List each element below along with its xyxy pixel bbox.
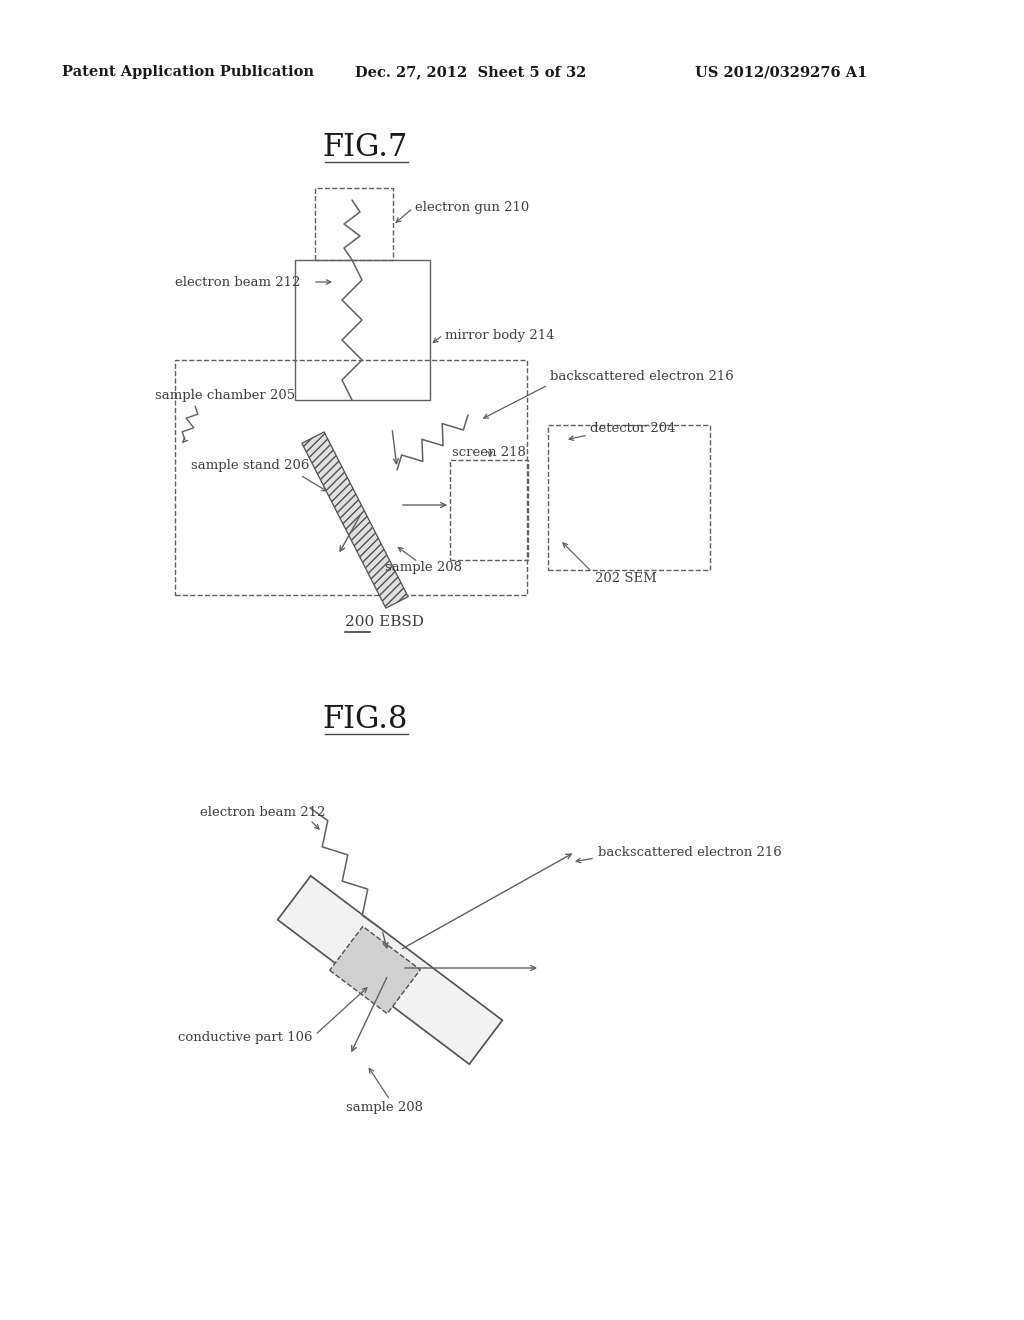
Bar bbox=[295, 260, 430, 400]
Bar bbox=[278, 875, 503, 1064]
Text: detector 204: detector 204 bbox=[590, 421, 676, 434]
Bar bbox=[450, 459, 528, 560]
Text: US 2012/0329276 A1: US 2012/0329276 A1 bbox=[695, 65, 867, 79]
Text: 200 EBSD: 200 EBSD bbox=[345, 615, 424, 630]
Bar bbox=[315, 187, 393, 260]
Text: screen 218: screen 218 bbox=[452, 446, 526, 459]
Text: backscattered electron 216: backscattered electron 216 bbox=[550, 371, 734, 384]
Text: Patent Application Publication: Patent Application Publication bbox=[62, 65, 314, 79]
Bar bbox=[330, 927, 420, 1014]
Text: FIG.8: FIG.8 bbox=[323, 705, 408, 735]
Text: sample chamber 205: sample chamber 205 bbox=[155, 388, 295, 401]
Text: sample 208: sample 208 bbox=[346, 1101, 424, 1114]
Text: FIG.7: FIG.7 bbox=[323, 132, 408, 164]
Text: electron beam 212: electron beam 212 bbox=[175, 276, 300, 289]
Bar bbox=[175, 360, 527, 595]
Bar bbox=[548, 425, 710, 570]
Bar bbox=[302, 432, 409, 609]
Text: electron gun 210: electron gun 210 bbox=[415, 202, 529, 214]
Text: sample 208: sample 208 bbox=[385, 561, 462, 574]
Text: Dec. 27, 2012  Sheet 5 of 32: Dec. 27, 2012 Sheet 5 of 32 bbox=[355, 65, 587, 79]
Text: mirror body 214: mirror body 214 bbox=[445, 329, 555, 342]
Text: backscattered electron 216: backscattered electron 216 bbox=[598, 846, 781, 858]
Text: electron beam 212: electron beam 212 bbox=[200, 805, 326, 818]
Text: 202 SEM: 202 SEM bbox=[595, 572, 656, 585]
Text: sample stand 206: sample stand 206 bbox=[191, 459, 309, 473]
Text: conductive part 106: conductive part 106 bbox=[178, 1031, 312, 1044]
